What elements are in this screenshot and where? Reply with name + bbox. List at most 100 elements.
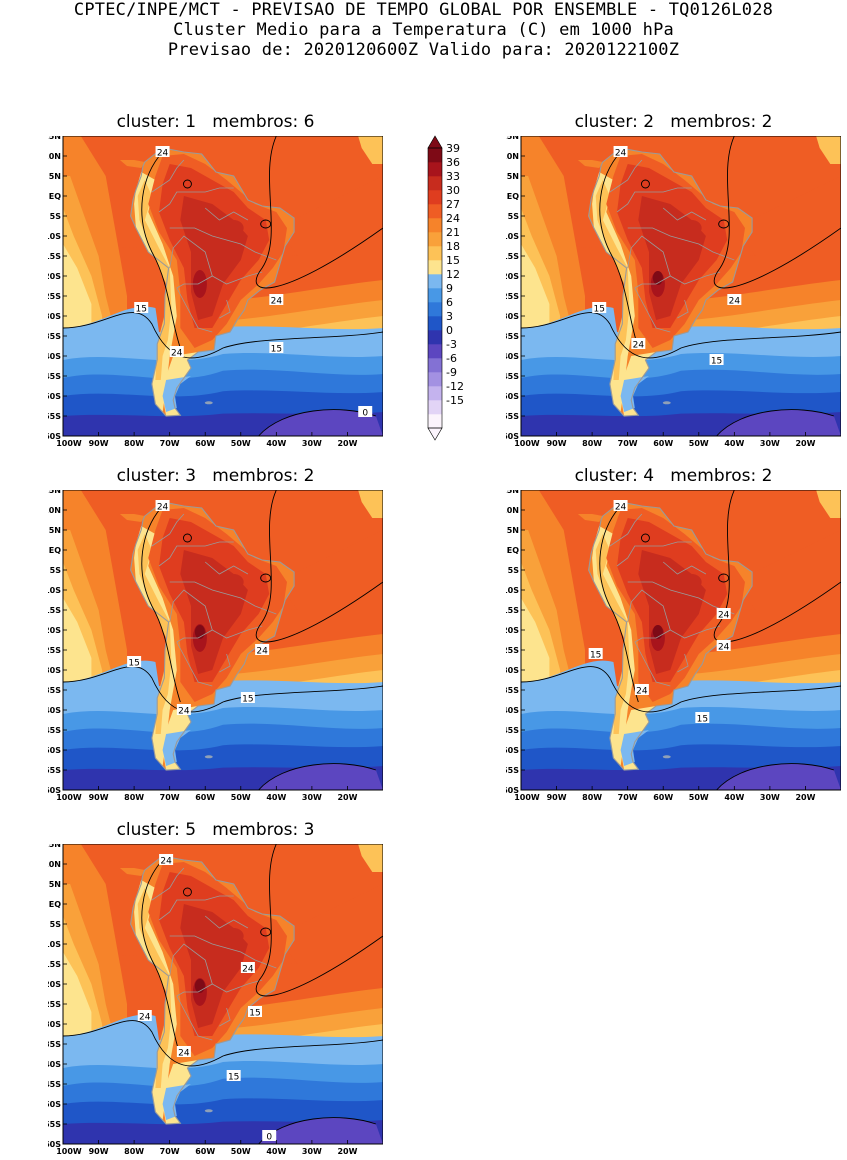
colorbar-swatch	[428, 400, 442, 415]
contour-label-text: 24	[633, 341, 645, 351]
lat-tick-label: 25S	[48, 292, 61, 301]
colorbar-tick-label: 27	[446, 198, 460, 211]
lat-tick-label: EQ	[507, 546, 519, 555]
lat-tick-label: 55S	[48, 1120, 61, 1129]
lat-tick-label: 5N	[49, 172, 61, 181]
lat-tick-label: 10N	[48, 860, 61, 869]
colorbar-tick-label: -6	[446, 352, 457, 365]
lat-tick-label: 15S	[506, 606, 519, 615]
lat-tick-label: 20S	[48, 980, 61, 989]
contour-label: 15	[248, 1006, 262, 1019]
contour-label: 15	[240, 692, 255, 705]
colorbar-swatch	[428, 414, 442, 429]
lat-tick-label: 15S	[506, 252, 519, 261]
lon-tick-label: 70W	[160, 793, 180, 802]
header-line-3: Previsao de: 2020120600Z Valido para: 20…	[167, 40, 680, 60]
temperature-map: 24 24 24 15 24 15 0 15N 10N 5N EQ 5S 10S 15S 20S 25S 30S…	[48, 844, 383, 1156]
lon-tick-label: 50W	[231, 439, 251, 448]
lat-tick-label: 15N	[48, 136, 61, 141]
lat-tick-label: 60S	[506, 786, 519, 795]
contour-label-text: 0	[266, 1133, 272, 1143]
panel-title: cluster: 4 membros: 2	[574, 466, 773, 486]
colorbar-swatch	[428, 330, 442, 345]
lat-tick-label: 40S	[48, 1060, 61, 1069]
contour-label: 24	[631, 338, 646, 351]
temperature-map: 24 24 15 24 24 15 15N 10N 5N EQ 5S 10S 15S 20S 25S 30S 3…	[506, 490, 841, 802]
lat-tick-label: 30S	[48, 1020, 61, 1029]
lat-tick-label: 25S	[506, 646, 519, 655]
lat-tick-label: 40S	[506, 352, 519, 361]
colorbar-tick-label: 3	[446, 310, 453, 323]
contour-label-text: 15	[249, 1009, 260, 1019]
contour-label-text: 15	[697, 715, 708, 725]
lat-tick-label: 35S	[48, 686, 61, 695]
lat-tick-label: 30S	[48, 312, 61, 321]
lat-tick-label: 25S	[48, 1000, 61, 1009]
lon-tick-label: 20W	[337, 1147, 357, 1156]
contour-label-text: 24	[160, 857, 172, 867]
contour-label: 24	[613, 146, 628, 159]
contour-label-text: 15	[242, 695, 253, 705]
lon-tick-label: 40W	[724, 439, 744, 448]
lon-tick-label: 80W	[582, 793, 602, 802]
lat-tick-label: 20S	[48, 626, 61, 635]
lon-tick-label: 20W	[337, 793, 357, 802]
lat-tick-label: EQ	[507, 192, 519, 201]
panel-cluster-2: cluster: 2 membros: 2 24 24 15 24 15 15N 10N 5N…	[506, 112, 841, 452]
lat-tick-label: 50S	[48, 392, 61, 401]
contour-label: 15	[695, 712, 710, 725]
lat-tick-label: 45S	[48, 726, 61, 735]
colorbar-tick-label: 6	[446, 296, 453, 309]
contour-label: 24	[159, 854, 174, 867]
lat-tick-label: 45S	[48, 372, 61, 381]
lat-tick-label: 10S	[506, 232, 519, 241]
lat-tick-label: 15N	[506, 136, 519, 141]
lon-tick-label: 100W	[514, 439, 540, 448]
lat-tick-label: 40S	[48, 352, 61, 361]
contour-label: 15	[709, 354, 724, 367]
lat-tick-label: 10S	[48, 940, 61, 949]
lat-tick-label: 55S	[48, 766, 61, 775]
contour-label: 24	[240, 962, 255, 975]
colorbar-swatch	[428, 204, 442, 219]
colorbar-swatch	[428, 302, 442, 317]
lat-tick-label: 5N	[49, 880, 61, 889]
lon-tick-label: 30W	[760, 793, 780, 802]
lon-tick-label: 50W	[689, 793, 709, 802]
lat-tick-label: 60S	[48, 1140, 61, 1149]
lat-tick-label: 45S	[48, 1080, 61, 1089]
lat-tick-label: 15N	[48, 844, 61, 849]
contour-label-text: 15	[228, 1073, 239, 1083]
colorbar-swatch	[428, 386, 442, 401]
contour-label-text: 24	[615, 503, 627, 513]
lat-tick-label: EQ	[49, 900, 61, 909]
lat-tick-label: 25S	[506, 292, 519, 301]
contour-label: 24	[176, 1046, 191, 1059]
lat-tick-label: 5S	[508, 566, 520, 575]
contour-label-text: 15	[128, 659, 139, 669]
colorbar-tick-label: 9	[446, 282, 453, 295]
lon-tick-label: 100W	[56, 439, 82, 448]
contour-label: 0	[262, 1130, 277, 1143]
colorbar-swatch	[428, 316, 442, 331]
lon-tick-label: 90W	[547, 793, 567, 802]
contour-label-text: 24	[242, 965, 254, 975]
lon-tick-label: 60W	[195, 793, 215, 802]
lon-tick-label: 20W	[795, 439, 815, 448]
contour-label-text: 24	[615, 149, 627, 159]
lat-tick-label: 55S	[506, 766, 519, 775]
contour-label: 24	[727, 294, 742, 307]
contour-label-text: 24	[256, 647, 268, 657]
contour-label-text: 24	[636, 687, 648, 697]
lon-tick-label: 30W	[302, 793, 322, 802]
lon-tick-label: 90W	[89, 439, 109, 448]
colorbar-swatch	[428, 246, 442, 261]
lon-tick-label: 50W	[689, 439, 709, 448]
colorbar-swatch	[428, 190, 442, 205]
colorbar-tick-label: 12	[446, 268, 460, 281]
lat-tick-label: 25S	[48, 646, 61, 655]
lat-tick-label: 35S	[48, 1040, 61, 1049]
page-header: CPTEC/INPE/MCT - PREVISAO DE TEMPO GLOBA…	[0, 0, 847, 60]
panel-title: cluster: 2 membros: 2	[574, 112, 773, 132]
lon-tick-label: 100W	[56, 1147, 82, 1156]
